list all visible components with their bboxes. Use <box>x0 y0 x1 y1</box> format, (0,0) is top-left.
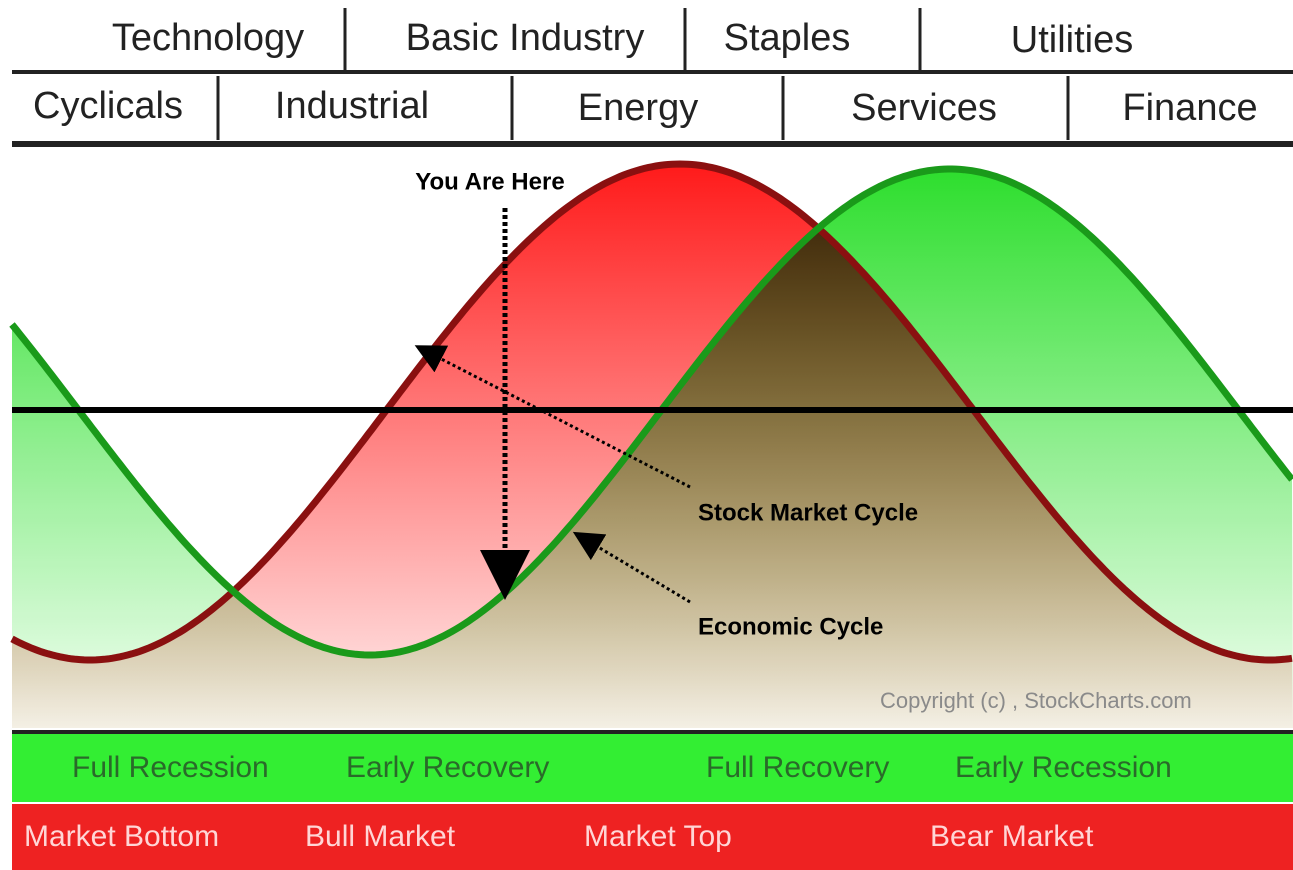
economic-area <box>12 169 1293 728</box>
market-phase: Bear Market <box>930 820 1094 853</box>
sector-label: Energy <box>578 87 698 129</box>
sector-label: Services <box>851 87 997 129</box>
economic-phase: Full Recovery <box>706 751 889 784</box>
cycle-curves <box>9 160 1293 728</box>
sector-label: Industrial <box>275 85 429 127</box>
sector-label: Staples <box>724 17 851 59</box>
sector-label: Technology <box>112 17 304 59</box>
economic-phase: Full Recession <box>72 751 269 784</box>
you-are-here: You Are Here <box>415 168 564 195</box>
market-phase: Market Top <box>584 820 732 853</box>
band-border <box>12 730 1293 734</box>
economic-phase: Early Recovery <box>346 751 549 784</box>
sector-label: Utilities <box>1011 19 1133 61</box>
sector-label: Finance <box>1122 87 1257 129</box>
market-phase: Bull Market <box>305 820 456 853</box>
copyright: Copyright (c) , StockCharts.com <box>880 688 1192 713</box>
market-band <box>12 804 1293 870</box>
stock-curve <box>10 160 1293 664</box>
economic-arrow <box>572 531 691 604</box>
economic-phase: Early Recession <box>955 751 1172 784</box>
economic-band <box>12 734 1293 802</box>
market-phase: Market Bottom <box>24 820 219 853</box>
economic-label: Economic Cycle <box>698 613 883 640</box>
sector-label: Cyclicals <box>33 85 183 127</box>
sector-label: Basic Industry <box>406 17 645 59</box>
stock-market-label: Stock Market Cycle <box>698 499 918 526</box>
economic-curve <box>9 165 1293 659</box>
stock-arrow <box>414 345 691 489</box>
